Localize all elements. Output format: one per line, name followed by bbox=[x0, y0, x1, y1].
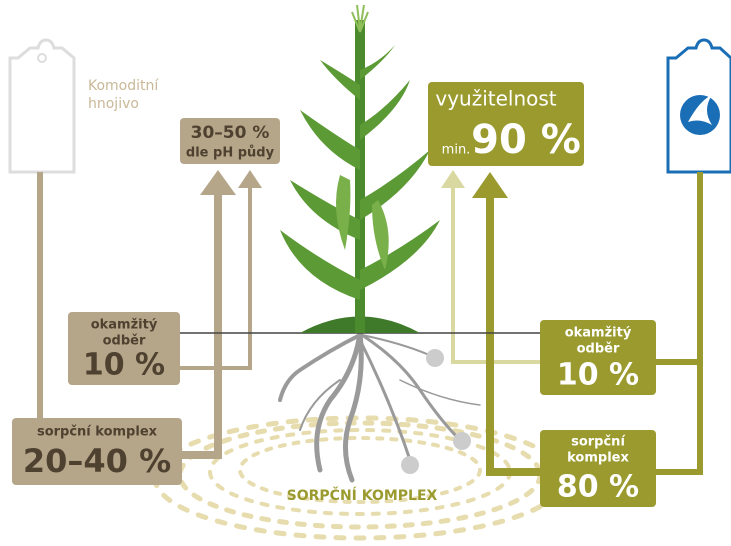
product-label: Komoditní bbox=[88, 78, 159, 94]
box-label: odběr bbox=[577, 342, 620, 357]
arrow-head bbox=[472, 172, 508, 198]
box-label: sorpční komplex bbox=[37, 425, 158, 440]
bag-hole bbox=[38, 54, 46, 62]
arrow-head bbox=[200, 170, 236, 195]
commodity-bag bbox=[10, 40, 74, 172]
box-value: 10 % bbox=[83, 348, 165, 383]
box-label: sorpční bbox=[571, 435, 626, 450]
box-label: odběr bbox=[103, 334, 146, 349]
arrow-head bbox=[238, 170, 262, 188]
diagram: Komoditní hnojivo 30–50 % dle pH půdy vy… bbox=[0, 0, 731, 546]
box-label: okamžitý bbox=[91, 318, 158, 333]
box-label: komplex bbox=[567, 451, 629, 466]
granule bbox=[453, 432, 471, 450]
plant bbox=[280, 5, 440, 333]
arrow-head bbox=[441, 170, 465, 188]
soil-label: SORPČNÍ KOMPLEX bbox=[287, 486, 438, 504]
roots bbox=[280, 333, 480, 480]
granule bbox=[426, 349, 444, 367]
total-note: dle pH půdy bbox=[186, 146, 275, 161]
product-label: hnojivo bbox=[88, 96, 139, 112]
total-value: 90 % bbox=[471, 117, 581, 163]
page: Komoditní hnojivo 30–50 % dle pH půdy vy… bbox=[0, 0, 731, 546]
box-value: 80 % bbox=[557, 470, 639, 505]
box-value: 20–40 % bbox=[23, 442, 171, 480]
total-prefix: min. bbox=[442, 143, 471, 158]
box-value: 10 % bbox=[557, 358, 639, 393]
total-label: využitelnost bbox=[435, 87, 556, 111]
total-value: 30–50 % bbox=[191, 123, 270, 143]
box-label: okamžitý bbox=[565, 326, 632, 341]
granule bbox=[401, 456, 419, 474]
